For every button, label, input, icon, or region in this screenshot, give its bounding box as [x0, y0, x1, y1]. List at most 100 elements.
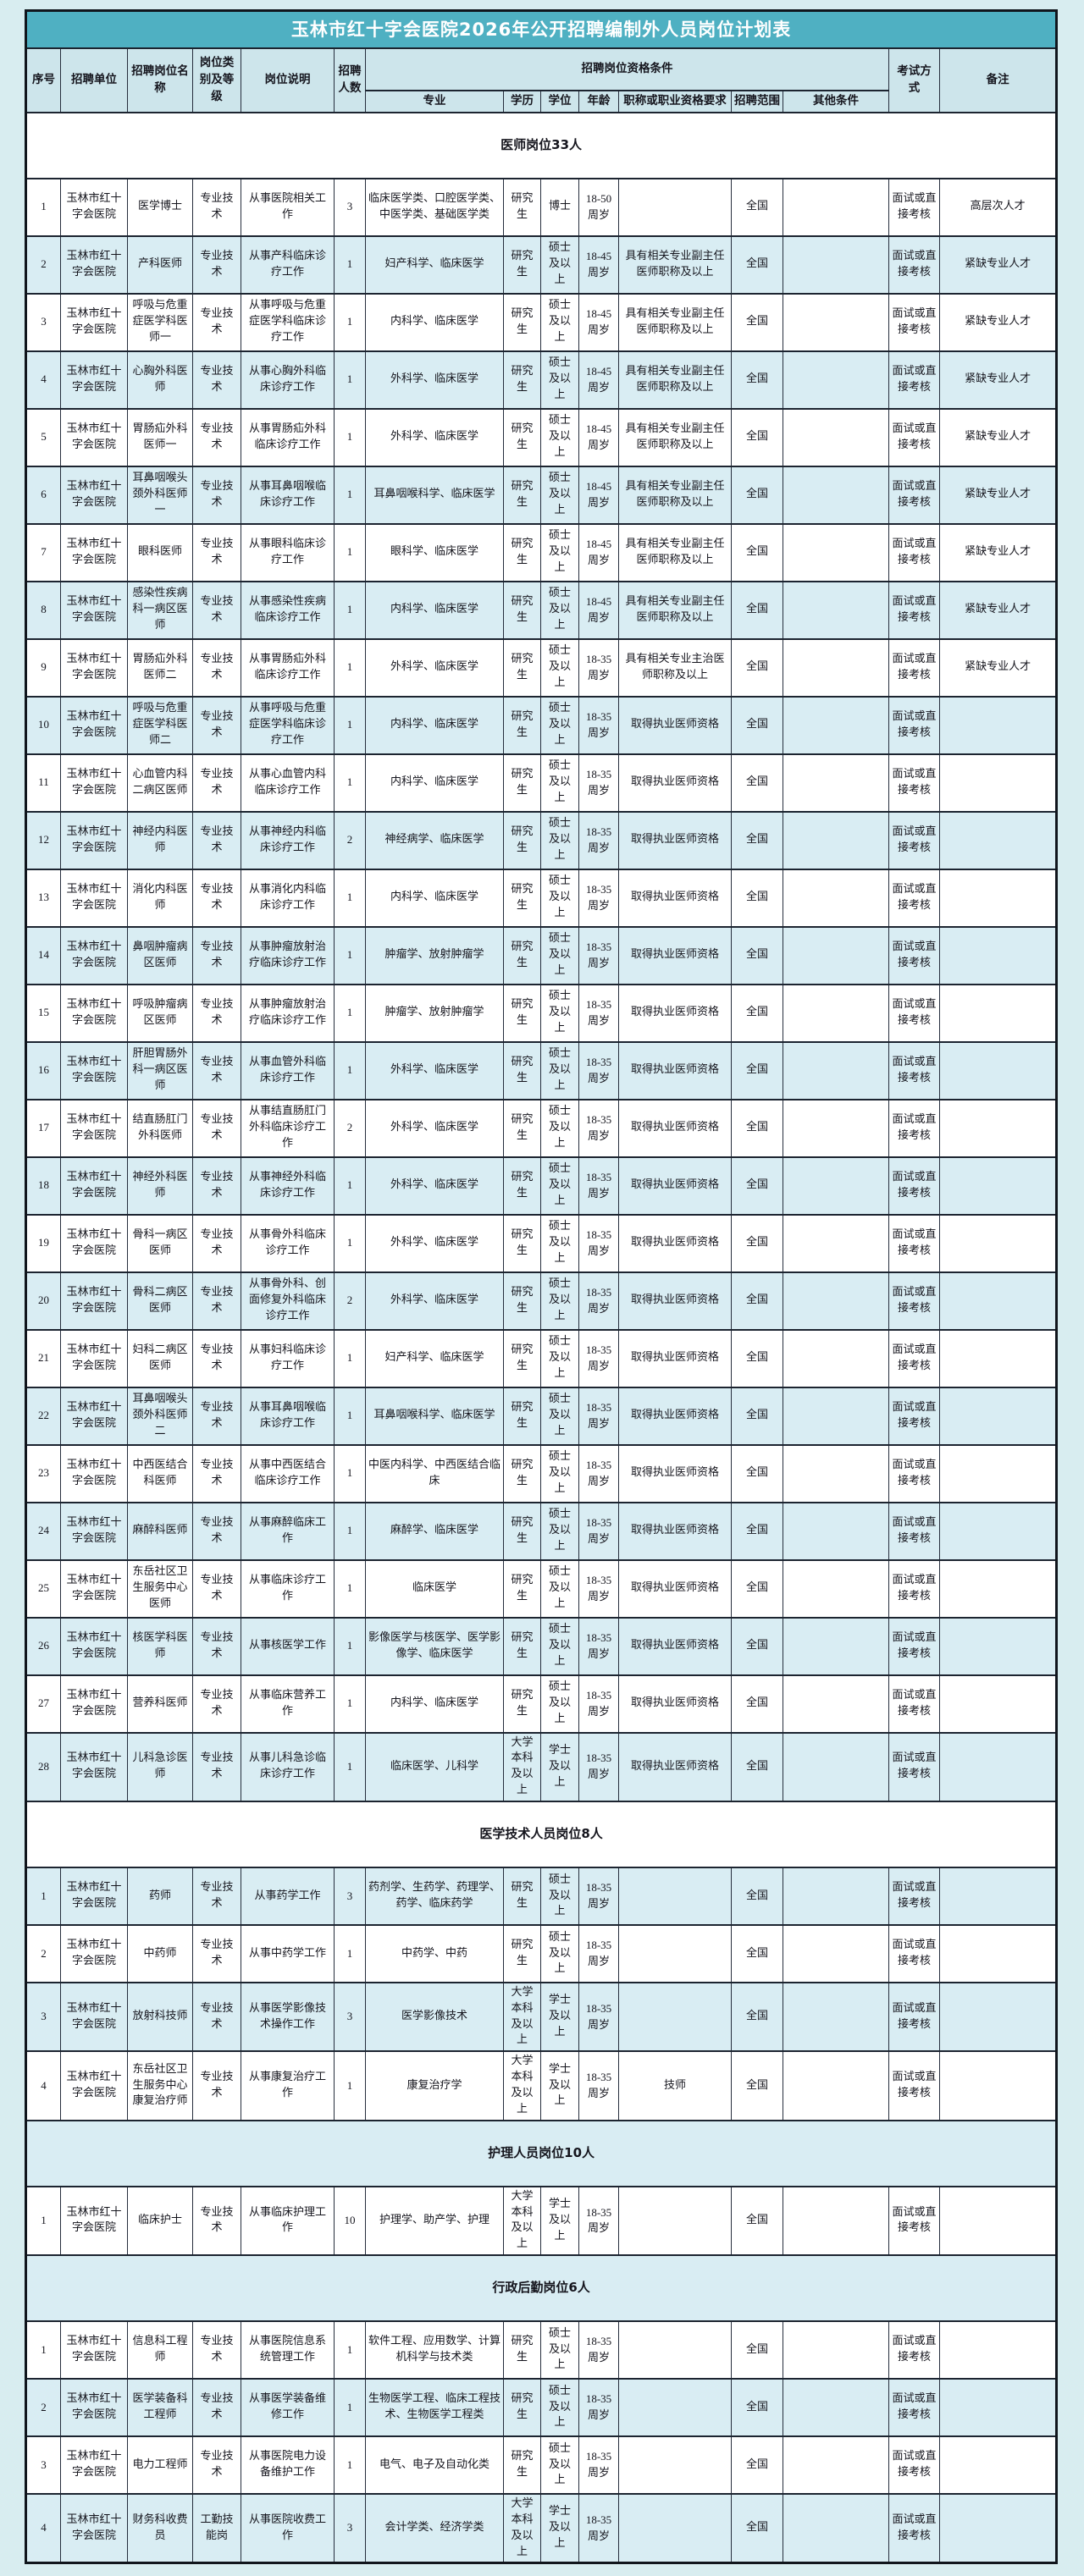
- cell-position: 呼吸肿瘤病区医师: [127, 983, 193, 1043]
- cell-position: 儿科急诊医师: [127, 1731, 193, 1802]
- cell-seq: 27: [25, 1674, 61, 1734]
- cell-education: 研究生: [503, 2320, 541, 2380]
- cell-qualification: [618, 1866, 732, 1926]
- cell-exam: 面试或直接考核: [888, 1866, 940, 1926]
- cell-seq: 4: [25, 350, 61, 410]
- cell-degree: 硕士及以上: [540, 695, 579, 755]
- cell-degree: 硕士及以上: [540, 292, 579, 352]
- section-header-row: 医学技术人员岗位8人: [25, 1800, 1058, 1868]
- cell-seq: 1: [25, 1866, 61, 1926]
- cell-other: [783, 1501, 889, 1561]
- cell-qualification: [618, 177, 732, 237]
- cell-duty: 从事临床营养工作: [241, 1674, 335, 1734]
- cell-count: 3: [334, 1866, 366, 1926]
- cell-unit: 玉林市红十字会医院: [60, 1328, 128, 1388]
- cell-exam: 面试或直接考核: [888, 1731, 940, 1802]
- cell-count: 3: [334, 2493, 366, 2564]
- cell-seq: 1: [25, 2320, 61, 2380]
- cell-position: 胃肠疝外科医师一: [127, 407, 193, 467]
- cell-remark: [938, 1098, 1058, 1158]
- cell-qualification: [618, 2435, 732, 2496]
- col-header-scope: 招聘范围: [731, 90, 783, 113]
- cell-unit: 玉林市红十字会医院: [60, 1558, 128, 1619]
- cell-scope: 全国: [731, 1674, 783, 1734]
- cell-qualification: 具有相关专业副主任医师职称及以上: [618, 292, 732, 352]
- cell-major: 外科学、临床医学: [365, 637, 504, 698]
- cell-degree: 硕士及以上: [540, 1040, 579, 1100]
- cell-remark: [938, 2320, 1058, 2380]
- cell-category: 专业技术: [192, 2185, 241, 2257]
- cell-scope: 全国: [731, 407, 783, 467]
- cell-degree: 硕士及以上: [540, 2320, 579, 2380]
- table-row: 15 玉林市红十字会医院 呼吸肿瘤病区医师 专业技术 从事肿瘤放射治疗临床诊疗工作 1 肿瘤…: [25, 983, 1058, 1043]
- cell-unit: 玉林市红十字会医院: [60, 753, 128, 813]
- cell-remark: [938, 2378, 1058, 2438]
- cell-duty: 从事麻醉临床工作: [241, 1501, 335, 1561]
- cell-age: 18-35周岁: [578, 810, 619, 870]
- cell-degree: 硕士及以上: [540, 407, 579, 467]
- cell-count: 2: [334, 1098, 366, 1158]
- cell-duty: 从事临床诊疗工作: [241, 1558, 335, 1619]
- cell-unit: 玉林市红十字会医院: [60, 177, 128, 237]
- cell-seq: 10: [25, 695, 61, 755]
- cell-other: [783, 1098, 889, 1158]
- cell-position: 中药师: [127, 1923, 193, 1983]
- table-row: 12 玉林市红十字会医院 神经内科医师 专业技术 从事神经内科临床诊疗工作 2 神经病学、临…: [25, 810, 1058, 870]
- cell-degree: 硕士及以上: [540, 1213, 579, 1273]
- cell-seq: 22: [25, 1386, 61, 1446]
- cell-category: 专业技术: [192, 1040, 241, 1100]
- cell-age: 18-35周岁: [578, 2320, 619, 2380]
- table-row: 13 玉林市红十字会医院 消化内科医师 专业技术 从事消化内科临床诊疗工作 1 内科学、临床…: [25, 868, 1058, 928]
- cell-age: 18-35周岁: [578, 1213, 619, 1273]
- cell-degree: 硕士及以上: [540, 753, 579, 813]
- table-row: 1 玉林市红十字会医院 药师 专业技术 从事药学工作 3 药剂学、生药学、药理学、药学、临床…: [25, 1866, 1058, 1926]
- section-title: 护理人员岗位10人: [25, 2119, 1058, 2187]
- cell-count: 3: [334, 177, 366, 237]
- cell-remark: [938, 1674, 1058, 1734]
- cell-age: 18-45周岁: [578, 580, 619, 640]
- cell-qualification: 具有相关专业副主任医师职称及以上: [618, 522, 732, 582]
- cell-degree: 硕士及以上: [540, 1501, 579, 1561]
- cell-exam: 面试或直接考核: [888, 983, 940, 1043]
- cell-count: 1: [334, 753, 366, 813]
- cell-exam: 面试或直接考核: [888, 695, 940, 755]
- cell-remark: 紧缺专业人才: [938, 465, 1058, 525]
- cell-category: 专业技术: [192, 177, 241, 237]
- cell-duty: 从事骨外科、创面修复外科临床诊疗工作: [241, 1271, 335, 1331]
- cell-qualification: 取得执业医师资格: [618, 1731, 732, 1802]
- cell-qualification: 取得执业医师资格: [618, 1674, 732, 1734]
- cell-age: 18-35周岁: [578, 1558, 619, 1619]
- cell-degree: 学士及以上: [540, 2050, 579, 2121]
- cell-category: 专业技术: [192, 1328, 241, 1388]
- section-title: 医学技术人员岗位8人: [25, 1800, 1058, 1868]
- section-header-row: 医师岗位33人: [25, 111, 1058, 179]
- cell-qualification: 取得执业医师资格: [618, 753, 732, 813]
- cell-age: 18-35周岁: [578, 2378, 619, 2438]
- cell-other: [783, 983, 889, 1043]
- cell-remark: 紧缺专业人才: [938, 407, 1058, 467]
- cell-duty: 从事血管外科临床诊疗工作: [241, 1040, 335, 1100]
- cell-scope: 全国: [731, 2185, 783, 2257]
- cell-duty: 从事耳鼻咽喉临床诊疗工作: [241, 465, 335, 525]
- cell-category: 工勤技能岗: [192, 2493, 241, 2564]
- cell-duty: 从事临床护理工作: [241, 2185, 335, 2257]
- cell-qualification: 取得执业医师资格: [618, 1271, 732, 1331]
- cell-category: 专业技术: [192, 1443, 241, 1503]
- cell-seq: 11: [25, 753, 61, 813]
- cell-qualification: 取得执业医师资格: [618, 925, 732, 985]
- cell-education: 研究生: [503, 1501, 541, 1561]
- cell-position: 呼吸与危重症医学科医师一: [127, 292, 193, 352]
- cell-remark: [938, 2050, 1058, 2121]
- cell-major: 电气、电子及自动化类: [365, 2435, 504, 2496]
- cell-education: 研究生: [503, 1271, 541, 1331]
- cell-category: 专业技术: [192, 1213, 241, 1273]
- cell-exam: 面试或直接考核: [888, 1501, 940, 1561]
- cell-degree: 硕士及以上: [540, 1386, 579, 1446]
- cell-count: 1: [334, 1674, 366, 1734]
- cell-unit: 玉林市红十字会医院: [60, 983, 128, 1043]
- col-header-count: 招聘人数: [334, 47, 366, 113]
- cell-unit: 玉林市红十字会医院: [60, 1616, 128, 1676]
- cell-duty: 从事心胸外科临床诊疗工作: [241, 350, 335, 410]
- cell-major: 外科学、临床医学: [365, 1213, 504, 1273]
- cell-other: [783, 2185, 889, 2257]
